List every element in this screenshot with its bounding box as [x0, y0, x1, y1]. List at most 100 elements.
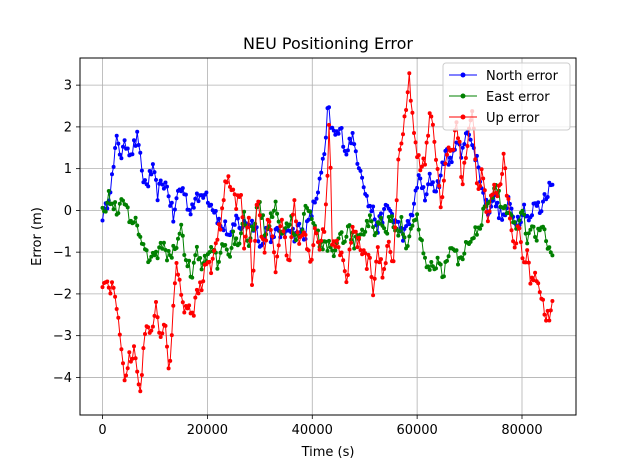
- x-tick-label: 80000: [501, 423, 542, 438]
- data-point: [407, 222, 412, 227]
- data-point: [250, 224, 254, 229]
- data-point: [216, 216, 221, 221]
- data-point: [358, 232, 363, 237]
- data-point: [290, 212, 295, 217]
- data-point: [430, 122, 435, 127]
- data-point: [165, 184, 169, 189]
- legend-marker: [460, 93, 466, 99]
- data-point: [158, 178, 163, 183]
- data-point: [243, 234, 248, 239]
- data-point: [201, 279, 206, 284]
- data-point: [147, 169, 152, 173]
- data-point: [100, 205, 105, 210]
- y-tick-label: 3: [64, 79, 72, 94]
- data-point: [135, 223, 140, 228]
- data-point: [303, 232, 308, 237]
- data-point: [204, 190, 209, 195]
- data-point: [221, 228, 226, 233]
- data-point: [418, 168, 423, 173]
- data-point: [110, 280, 114, 285]
- data-point: [182, 310, 187, 315]
- data-point: [550, 182, 555, 187]
- data-point: [270, 234, 275, 239]
- data-point: [478, 226, 483, 231]
- data-point: [525, 213, 530, 218]
- data-point: [276, 219, 281, 224]
- data-point: [169, 200, 174, 205]
- data-point: [135, 129, 140, 134]
- data-point: [388, 219, 393, 223]
- data-point: [474, 232, 479, 237]
- data-point: [412, 131, 416, 135]
- data-point: [279, 217, 284, 222]
- data-point: [287, 258, 292, 263]
- data-point: [154, 177, 158, 182]
- data-point: [435, 255, 440, 260]
- data-point: [330, 248, 335, 253]
- data-point: [216, 259, 221, 264]
- data-point: [113, 200, 118, 205]
- data-point: [347, 223, 352, 228]
- data-point: [116, 211, 121, 216]
- data-point: [191, 260, 196, 265]
- data-point: [141, 242, 146, 247]
- data-point: [342, 239, 347, 244]
- plot-frame: [79, 57, 577, 416]
- data-point: [253, 238, 258, 243]
- data-point: [250, 283, 254, 287]
- data-point: [174, 246, 179, 250]
- data-point: [468, 239, 473, 244]
- data-point: [379, 211, 383, 216]
- data-point: [155, 315, 160, 320]
- data-point: [515, 214, 520, 219]
- data-point: [446, 254, 451, 259]
- legend: North error East error Up error: [442, 62, 571, 131]
- data-point: [548, 250, 553, 255]
- data-point: [327, 238, 331, 243]
- data-point: [445, 258, 449, 263]
- data-point: [163, 248, 168, 252]
- data-point: [209, 271, 214, 276]
- data-point: [281, 229, 286, 234]
- data-point: [507, 216, 512, 221]
- data-point: [423, 162, 427, 167]
- data-point: [331, 254, 336, 259]
- data-point: [198, 256, 203, 260]
- data-point: [234, 207, 239, 211]
- data-point: [408, 98, 413, 103]
- data-point: [432, 139, 437, 144]
- data-point: [541, 297, 545, 302]
- data-point: [437, 183, 442, 188]
- data-point: [371, 293, 376, 298]
- data-point: [438, 205, 443, 210]
- data-point: [268, 240, 273, 245]
- data-point: [416, 173, 421, 178]
- data-point: [176, 236, 180, 241]
- data-point: [165, 258, 169, 263]
- data-point: [531, 224, 536, 229]
- data-point: [512, 220, 517, 225]
- data-point: [316, 240, 320, 245]
- data-point: [143, 178, 147, 183]
- data-point: [133, 143, 138, 148]
- data-point: [146, 325, 151, 330]
- data-point: [445, 152, 449, 157]
- data-point: [380, 275, 385, 280]
- data-point: [196, 291, 201, 296]
- data-point: [327, 122, 331, 127]
- data-point: [320, 156, 325, 161]
- data-point: [426, 264, 431, 269]
- data-point: [339, 250, 344, 255]
- data-point: [440, 195, 445, 200]
- data-point: [146, 184, 151, 189]
- data-point: [474, 181, 479, 186]
- data-point: [251, 268, 256, 273]
- data-point: [517, 226, 522, 231]
- data-point: [500, 172, 505, 176]
- data-point: [323, 135, 328, 140]
- data-point: [199, 288, 204, 293]
- legend-marker: [460, 114, 466, 120]
- data-point: [493, 190, 498, 195]
- data-point: [283, 235, 287, 240]
